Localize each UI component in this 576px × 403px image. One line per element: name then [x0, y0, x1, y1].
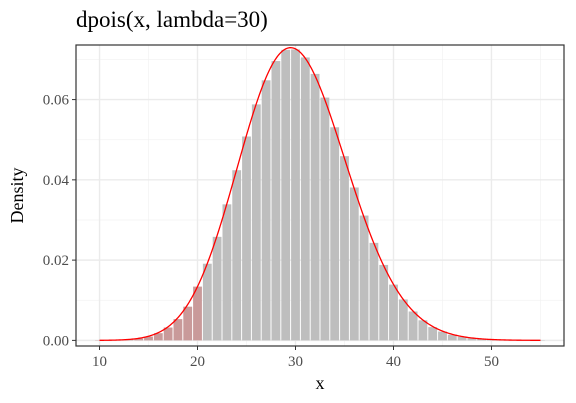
bar [310, 73, 320, 341]
plot-panel [76, 45, 564, 346]
bar [467, 338, 477, 341]
bar [447, 334, 457, 341]
bar [281, 49, 291, 341]
bar [398, 299, 408, 341]
bar [330, 127, 340, 341]
bar [183, 306, 193, 341]
bar [349, 187, 359, 341]
bar [173, 319, 183, 341]
bar [144, 336, 153, 341]
bar [242, 136, 251, 341]
x-axis-label: x [316, 373, 325, 393]
y-tick-label: 0.06 [43, 93, 70, 109]
bar [300, 57, 310, 341]
bar [418, 320, 428, 341]
bar [232, 170, 242, 341]
bar [163, 327, 173, 341]
bar [261, 80, 271, 341]
bar [428, 327, 438, 341]
bar [379, 264, 389, 341]
bar [153, 333, 163, 341]
bar [359, 215, 369, 341]
bar [134, 338, 144, 341]
bar [369, 242, 379, 341]
x-tick-label: 30 [288, 354, 303, 370]
x-tick-label: 50 [484, 354, 499, 370]
density-line [99, 47, 541, 341]
x-tick-label: 10 [92, 354, 107, 370]
bar [271, 61, 281, 341]
bar [340, 156, 349, 341]
y-tick-label: 0.00 [43, 333, 69, 349]
x-axis: 10 20 30 40 50 [92, 346, 499, 370]
bar [438, 331, 447, 341]
bar [291, 49, 300, 341]
x-tick-label: 40 [386, 354, 401, 370]
chart-title: dpois(x, lambda=30) [76, 7, 268, 32]
bar [408, 311, 418, 341]
y-axis: 0.00 0.02 0.04 0.06 [43, 93, 76, 349]
bars [95, 49, 545, 341]
plot-border [75, 44, 565, 347]
bar [251, 104, 261, 341]
bar [202, 263, 212, 341]
x-tick-label: 20 [190, 354, 205, 370]
bar [222, 204, 232, 341]
bar [212, 236, 222, 341]
bar [389, 284, 398, 341]
bar [457, 336, 467, 341]
bar [320, 97, 330, 341]
y-axis-label: Density [7, 168, 27, 224]
y-tick-label: 0.02 [43, 253, 69, 269]
bar [477, 339, 487, 341]
y-tick-label: 0.04 [43, 173, 70, 189]
bar [193, 286, 202, 341]
density-curve [99, 47, 541, 341]
